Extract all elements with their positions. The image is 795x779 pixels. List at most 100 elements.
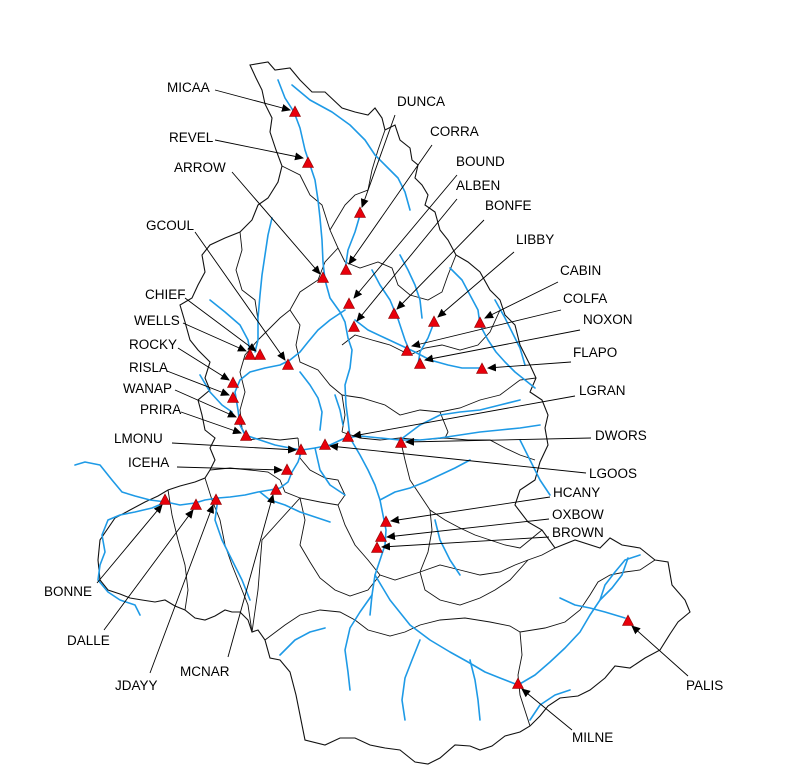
leader-arrow: [348, 144, 433, 265]
triangle-marker-icon[interactable]: [281, 463, 293, 475]
site-brown[interactable]: BROWN: [371, 525, 604, 553]
site-label: JDAYY: [115, 678, 158, 693]
leader-arrow: [184, 297, 257, 352]
sites-layer: MICAA REVEL ARROW DUNCA CORRA BOUND ALBEN BONFE…: [44, 80, 723, 745]
site-arrow[interactable]: ARROW: [174, 160, 329, 283]
site-dunca[interactable]: DUNCA: [354, 94, 446, 218]
site-hcany[interactable]: HCANY: [380, 485, 601, 527]
site-dwors[interactable]: DWORS: [395, 428, 647, 448]
site-lgoos[interactable]: LGOOS: [319, 438, 638, 481]
site-noxon[interactable]: NOXON: [414, 312, 633, 369]
leader-arrow: [176, 465, 283, 474]
site-milne[interactable]: MILNE: [512, 677, 614, 745]
site-label: ROCKY: [129, 337, 177, 352]
site-wells[interactable]: WELLS: [134, 313, 256, 360]
site-lmonu[interactable]: LMONU: [114, 431, 307, 455]
triangle-marker-icon[interactable]: [210, 493, 222, 505]
site-palis[interactable]: PALIS: [622, 614, 724, 693]
site-label: LGOOS: [589, 466, 637, 481]
leader-arrow: [360, 114, 396, 208]
leader-arrow: [381, 536, 550, 551]
leader-arrow: [227, 494, 275, 658]
triangle-marker-icon[interactable]: [622, 614, 634, 626]
site-iceha[interactable]: ICEHA: [128, 455, 293, 475]
triangle-marker-icon[interactable]: [270, 483, 282, 495]
site-label: CABIN: [560, 263, 601, 278]
triangle-marker-icon[interactable]: [340, 263, 352, 275]
site-libby[interactable]: LIBBY: [428, 232, 555, 327]
triangle-marker-icon[interactable]: [380, 515, 392, 527]
triangle-marker-icon[interactable]: [375, 530, 387, 542]
site-label: HCANY: [553, 485, 600, 500]
triangle-marker-icon[interactable]: [512, 677, 524, 689]
site-rocky[interactable]: ROCKY: [129, 337, 239, 388]
triangle-marker-icon[interactable]: [319, 438, 331, 450]
triangle-marker-icon[interactable]: [234, 413, 246, 425]
site-label: GCOUL: [146, 218, 195, 233]
leader-arrow: [149, 504, 214, 674]
triangle-marker-icon[interactable]: [474, 316, 486, 328]
site-lgran[interactable]: LGRAN: [342, 383, 626, 442]
leader-arrow: [353, 174, 458, 299]
site-prira[interactable]: PRIRA: [140, 402, 252, 441]
site-mcnar[interactable]: MCNAR: [180, 483, 282, 679]
triangle-marker-icon[interactable]: [190, 498, 202, 510]
site-bound[interactable]: BOUND: [343, 154, 506, 309]
site-dalle[interactable]: DALLE: [67, 498, 202, 648]
triangle-marker-icon[interactable]: [343, 297, 355, 309]
triangle-marker-icon[interactable]: [295, 443, 307, 455]
triangle-marker-icon[interactable]: [342, 430, 354, 442]
leader-arrow: [96, 504, 163, 584]
triangle-marker-icon[interactable]: [244, 348, 256, 360]
leader-arrow: [487, 361, 572, 372]
site-bonfe[interactable]: BONFE: [388, 198, 532, 319]
leader-arrow: [182, 322, 247, 352]
site-risla[interactable]: RISLA: [129, 360, 239, 403]
triangle-marker-icon[interactable]: [302, 156, 314, 168]
site-label: BONNE: [44, 584, 92, 599]
triangle-marker-icon[interactable]: [254, 348, 266, 360]
site-colfa[interactable]: COLFA: [401, 291, 608, 356]
triangle-marker-icon[interactable]: [227, 391, 239, 403]
triangle-marker-icon[interactable]: [476, 362, 488, 374]
site-revel[interactable]: REVEL: [169, 130, 314, 168]
site-label: DWORS: [595, 428, 647, 443]
leader-arrow: [390, 496, 551, 524]
site-bonne[interactable]: BONNE: [44, 493, 171, 599]
site-micaa[interactable]: MICAA: [167, 80, 301, 117]
triangle-marker-icon[interactable]: [227, 376, 239, 388]
leader-arrow: [177, 347, 230, 381]
leader-arrow: [631, 625, 689, 677]
triangle-marker-icon[interactable]: [354, 206, 366, 218]
site-corra[interactable]: CORRA: [340, 124, 479, 275]
triangle-marker-icon[interactable]: [348, 320, 360, 332]
triangle-marker-icon[interactable]: [428, 315, 440, 327]
site-label: DUNCA: [397, 94, 445, 109]
triangle-marker-icon[interactable]: [388, 307, 400, 319]
river-network: [74, 79, 641, 721]
site-wanap[interactable]: WANAP: [123, 381, 246, 425]
site-gcoul[interactable]: GCOUL: [146, 218, 294, 370]
triangle-marker-icon[interactable]: [240, 429, 252, 441]
site-label: NOXON: [583, 312, 633, 327]
site-jdayy[interactable]: JDAYY: [115, 493, 222, 693]
site-flapo[interactable]: FLAPO: [476, 345, 618, 374]
triangle-marker-icon[interactable]: [289, 105, 301, 117]
triangle-marker-icon[interactable]: [401, 344, 413, 356]
triangle-marker-icon[interactable]: [414, 357, 426, 369]
site-oxbow[interactable]: OXBOW: [375, 507, 605, 542]
triangle-marker-icon[interactable]: [395, 436, 407, 448]
triangle-marker-icon[interactable]: [282, 358, 294, 370]
site-alben[interactable]: ALBEN: [348, 178, 501, 332]
site-label: MCNAR: [180, 664, 230, 679]
site-label: ICEHA: [128, 455, 169, 470]
triangle-marker-icon[interactable]: [371, 541, 383, 553]
leader-arrow: [352, 395, 576, 439]
site-cabin[interactable]: CABIN: [474, 263, 602, 328]
leader-arrow: [411, 309, 562, 349]
site-label: LMONU: [114, 431, 163, 446]
site-chief[interactable]: CHIEF: [145, 287, 266, 360]
site-label: PRIRA: [140, 402, 181, 417]
triangle-marker-icon[interactable]: [317, 271, 329, 283]
triangle-marker-icon[interactable]: [159, 493, 171, 505]
